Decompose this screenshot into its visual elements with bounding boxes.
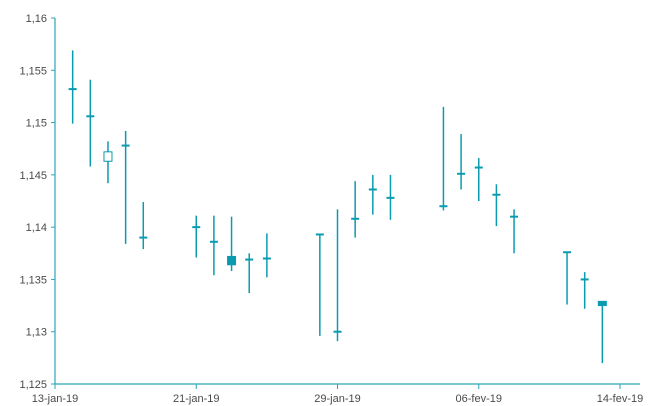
candle [68, 50, 77, 124]
candle-body [580, 278, 589, 281]
x-tick-label: 21-jan-19 [173, 393, 219, 405]
candle-body [510, 215, 519, 218]
y-tick-label: 1,155 [19, 65, 47, 77]
candle-body [368, 188, 377, 191]
candle [474, 158, 483, 201]
candle-body [457, 172, 466, 175]
candle [192, 215, 201, 258]
candle-body [121, 144, 130, 147]
candle [315, 233, 324, 336]
x-tick-label: 29-jan-19 [314, 393, 360, 405]
candle [597, 300, 607, 364]
candle-body [333, 330, 342, 333]
candle [121, 130, 130, 244]
candle-body [386, 196, 395, 199]
y-tick-label: 1,15 [26, 118, 47, 130]
y-tick-label: 1,125 [19, 379, 47, 391]
candle [563, 251, 572, 305]
y-tick-label: 1,14 [26, 222, 47, 234]
candles-group [68, 50, 607, 364]
candle [368, 174, 377, 215]
x-tick-label: 14-fev-19 [597, 393, 643, 405]
candle-body [474, 166, 483, 169]
candle-body [439, 205, 448, 208]
candle [103, 141, 113, 184]
y-tick-label: 1,13 [26, 327, 47, 339]
candle-body [315, 233, 324, 236]
candle-body [227, 255, 237, 266]
x-tick-label: 06-fev-19 [456, 393, 502, 405]
candle [86, 79, 95, 167]
candle [457, 134, 466, 190]
candle-body [262, 257, 271, 260]
candle [227, 216, 237, 272]
candle-body [192, 226, 201, 229]
candle-body [563, 251, 572, 254]
candle-body [245, 258, 254, 261]
candle-body [492, 193, 501, 196]
candle [492, 184, 501, 227]
y-tick-label: 1,135 [19, 274, 47, 286]
candle [262, 233, 271, 278]
candle [386, 174, 395, 220]
candle [351, 181, 360, 238]
axes-group: 1,125 1,13 1,135 1,14 1,145 1,15 1,155 1,16 13-j… [19, 13, 643, 405]
x-tick-label: 13-jan-19 [32, 393, 78, 405]
candle-body [597, 300, 607, 307]
candle-body [351, 217, 360, 220]
candle-body [103, 151, 113, 162]
candle [209, 215, 218, 276]
candle-body [86, 115, 95, 118]
candle [510, 209, 519, 254]
y-tick-label: 1,16 [26, 13, 47, 25]
candle-body [209, 240, 218, 243]
candle-body [139, 236, 148, 239]
candle [580, 272, 589, 309]
candle [439, 106, 448, 211]
candle [245, 253, 254, 294]
candle [333, 209, 342, 342]
y-tick-label: 1,145 [19, 170, 47, 182]
candle [139, 202, 148, 250]
candle-body [68, 88, 77, 91]
